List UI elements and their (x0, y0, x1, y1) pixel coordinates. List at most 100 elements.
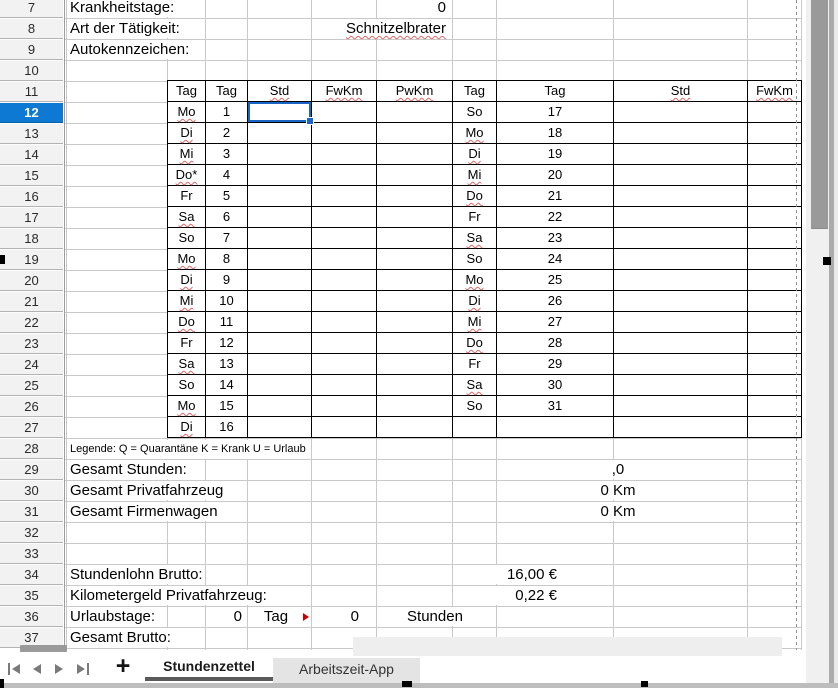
std-cell[interactable] (613, 395, 748, 417)
vacation-days-value[interactable]: 0 (207, 607, 245, 626)
pwkm-cell[interactable] (376, 164, 453, 186)
row-header-35[interactable]: 35 (0, 585, 63, 606)
std-cell[interactable] (247, 416, 312, 438)
day-number-cell[interactable]: 18 (496, 122, 614, 144)
column-header-fwkm-3[interactable]: FwKm (311, 80, 377, 102)
fwkm-cell[interactable] (747, 101, 802, 123)
row-header-31[interactable]: 31 (0, 501, 63, 522)
cell-label-row9[interactable]: Autokennzeichen: (70, 40, 190, 59)
cell-value-row35[interactable]: 0,22 € (492, 586, 560, 605)
column-header-tag-5[interactable]: Tag (452, 80, 497, 102)
cell-value-row30[interactable]: 0 Km (578, 481, 658, 500)
column-header-tag-0[interactable]: Tag (167, 80, 206, 102)
std-cell[interactable] (247, 311, 312, 333)
pwkm-cell[interactable] (376, 374, 453, 396)
vertical-scrollbar-thumb[interactable] (811, 0, 828, 229)
std-cell[interactable] (247, 227, 312, 249)
row-header-21[interactable]: 21 (0, 291, 63, 312)
row-header-27[interactable]: 27 (0, 417, 63, 438)
std-cell[interactable] (613, 227, 748, 249)
day-number-cell[interactable]: 1 (205, 101, 248, 123)
fwkm-cell[interactable] (311, 332, 377, 354)
row-header-7[interactable]: 7 (0, 0, 63, 18)
std-cell[interactable] (247, 395, 312, 417)
day-number-cell[interactable]: 25 (496, 269, 614, 291)
day-number-cell[interactable]: 27 (496, 311, 614, 333)
legend-text[interactable]: Legende: Q = Quarantäne K = Krank U = Ur… (70, 440, 306, 459)
day-number-cell[interactable]: 6 (205, 206, 248, 228)
day-number-cell[interactable]: 7 (205, 227, 248, 249)
fwkm-cell[interactable] (311, 374, 377, 396)
pwkm-cell[interactable] (376, 269, 453, 291)
pwkm-cell[interactable] (376, 185, 453, 207)
day-name-cell[interactable]: Fr (167, 332, 206, 354)
tab-stundenzettel[interactable]: Stundenzettel (145, 656, 273, 677)
day-number-cell[interactable]: 29 (496, 353, 614, 375)
day-number-cell[interactable]: 19 (496, 143, 614, 165)
vacation-days-unit[interactable]: Tag (251, 607, 301, 626)
day-number-cell[interactable] (496, 416, 614, 438)
fwkm-cell[interactable] (311, 227, 377, 249)
cell-label-row35[interactable]: Kilometergeld Privatfahrzeug: (70, 586, 267, 605)
fwkm-cell[interactable] (747, 164, 802, 186)
cell-value-row34[interactable]: 16,00 € (492, 565, 560, 584)
day-name-cell[interactable]: Sa (452, 374, 497, 396)
day-name-cell[interactable]: Do (167, 311, 206, 333)
row-header-29[interactable]: 29 (0, 459, 63, 480)
cell-label-row37[interactable]: Gesamt Brutto: (70, 628, 171, 647)
fwkm-cell[interactable] (747, 248, 802, 270)
row-header-9[interactable]: 9 (0, 39, 63, 60)
fwkm-cell[interactable] (311, 269, 377, 291)
day-name-cell[interactable]: Mo (167, 248, 206, 270)
day-name-cell[interactable]: Di (167, 269, 206, 291)
cell-label-row7[interactable]: Krankheitstage: (70, 0, 175, 17)
row-header-11[interactable]: 11 (0, 81, 63, 102)
day-number-cell[interactable]: 11 (205, 311, 248, 333)
std-cell[interactable] (247, 269, 312, 291)
fwkm-cell[interactable] (311, 101, 377, 123)
last-sheet-button[interactable] (75, 662, 91, 676)
std-cell[interactable] (613, 206, 748, 228)
day-name-cell[interactable]: So (452, 395, 497, 417)
fwkm-cell[interactable] (311, 248, 377, 270)
tab-arbeitszeit-app[interactable]: Arbeitszeit-App (273, 658, 420, 683)
add-sheet-button[interactable]: + (115, 652, 131, 680)
column-header-pwkm-4[interactable]: PwKm (376, 80, 453, 102)
std-cell[interactable] (247, 164, 312, 186)
row-header-25[interactable]: 25 (0, 375, 63, 396)
selected-cell[interactable] (247, 101, 314, 125)
day-number-cell[interactable]: 12 (205, 332, 248, 354)
day-name-cell[interactable]: Di (167, 122, 206, 144)
fwkm-cell[interactable] (311, 122, 377, 144)
cell-label-urlaubstage[interactable]: Urlaubstage: (70, 607, 156, 626)
column-header-fwkm-8[interactable]: FwKm (747, 80, 802, 102)
day-number-cell[interactable]: 14 (205, 374, 248, 396)
row-header-32[interactable]: 32 (0, 522, 63, 543)
row-header-28[interactable]: 28 (0, 438, 63, 459)
std-cell[interactable] (247, 332, 312, 354)
day-number-cell[interactable]: 30 (496, 374, 614, 396)
column-header-tag-6[interactable]: Tag (496, 80, 614, 102)
fwkm-cell[interactable] (311, 143, 377, 165)
fwkm-cell[interactable] (311, 164, 377, 186)
pwkm-cell[interactable] (376, 416, 453, 438)
std-cell[interactable] (613, 101, 748, 123)
day-number-cell[interactable]: 3 (205, 143, 248, 165)
day-number-cell[interactable]: 16 (205, 416, 248, 438)
day-name-cell[interactable]: Sa (167, 206, 206, 228)
fwkm-cell[interactable] (747, 311, 802, 333)
pwkm-cell[interactable] (376, 122, 453, 144)
row-header-17[interactable]: 17 (0, 207, 63, 228)
cell-value-row31[interactable]: 0 Km (578, 502, 658, 521)
std-cell[interactable] (247, 206, 312, 228)
pwkm-cell[interactable] (376, 353, 453, 375)
cell-value-row8[interactable]: Schnitzelbrater (318, 19, 449, 38)
pwkm-cell[interactable] (376, 227, 453, 249)
row-header-26[interactable]: 26 (0, 396, 63, 417)
pwkm-cell[interactable] (376, 311, 453, 333)
fwkm-cell[interactable] (747, 122, 802, 144)
std-cell[interactable] (613, 164, 748, 186)
row-header-20[interactable]: 20 (0, 270, 63, 291)
fwkm-cell[interactable] (747, 395, 802, 417)
cell-label-row8[interactable]: Art der Tätigkeit: (70, 19, 180, 38)
